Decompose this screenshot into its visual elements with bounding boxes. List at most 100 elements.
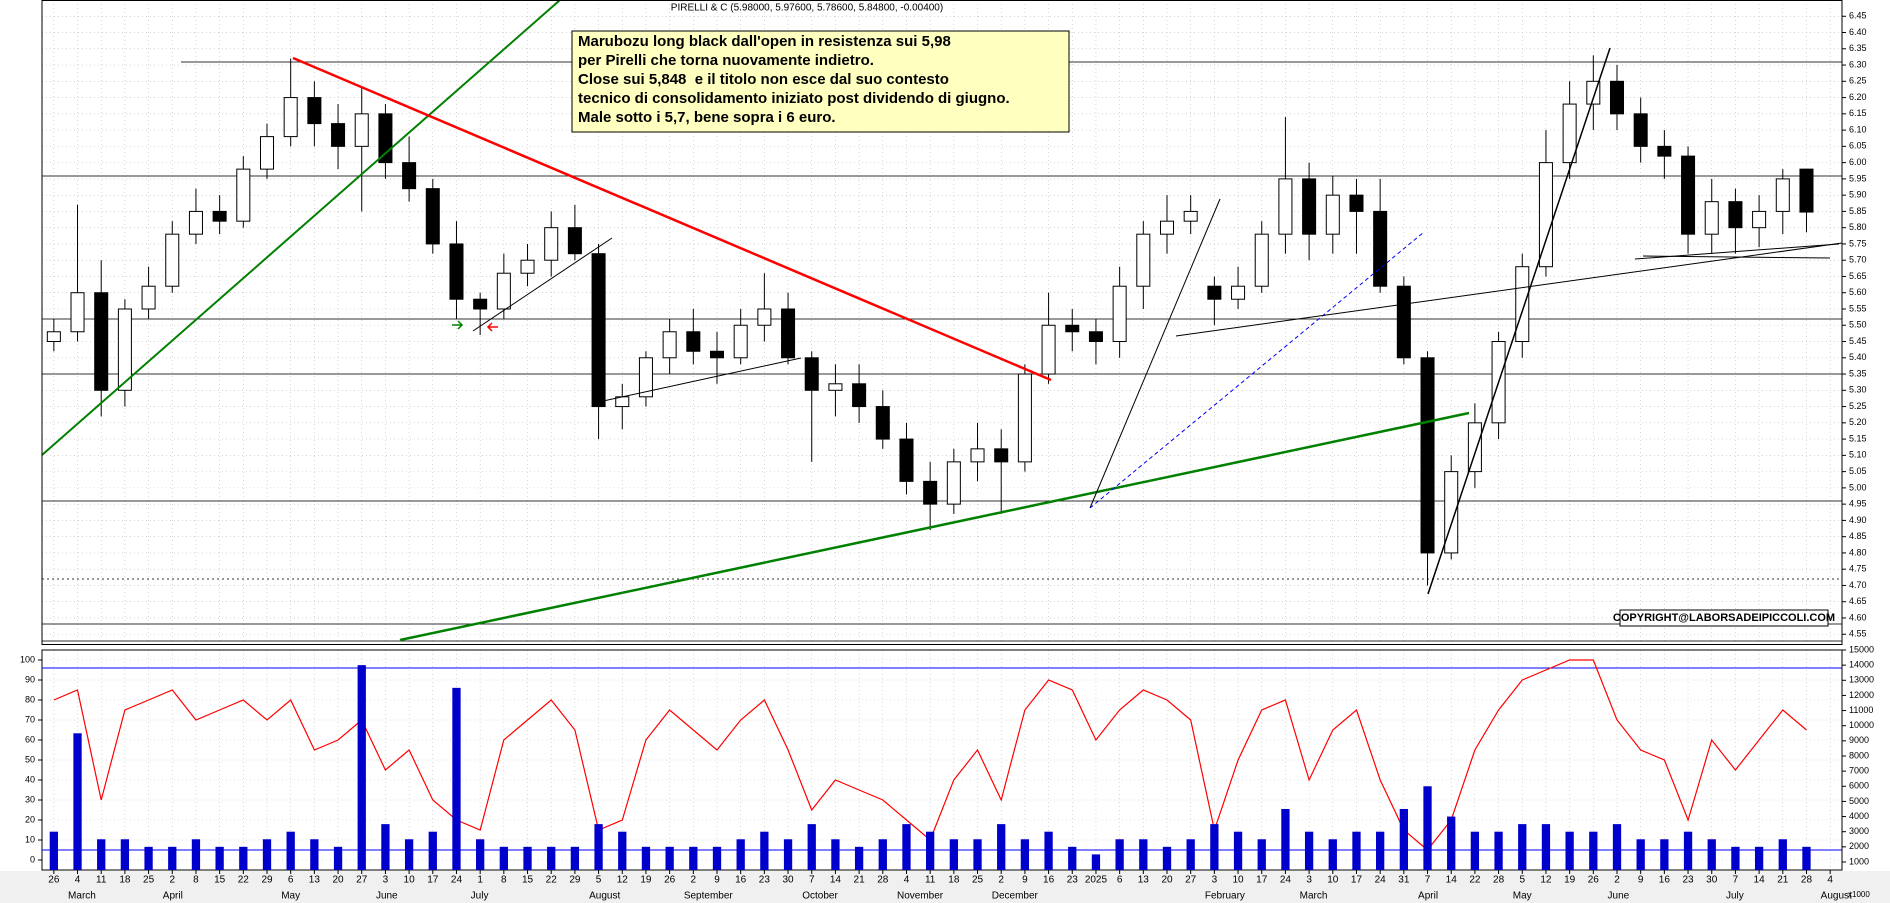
candle-body <box>1799 168 1814 213</box>
candle-body <box>1065 324 1080 333</box>
candle-body <box>1278 178 1293 235</box>
volume-bar <box>168 846 177 870</box>
x-tick-label: 7 <box>1425 875 1431 886</box>
y-tick-label: 70 <box>25 714 35 724</box>
x-tick-label: 22 <box>238 875 250 886</box>
volume-bar <box>949 839 958 870</box>
candle-body <box>591 253 606 408</box>
candle-body <box>331 123 346 147</box>
x-tick-label: 26 <box>1588 875 1600 886</box>
trend-line <box>41 0 561 456</box>
y-tick-label: 5.60 <box>1849 287 1867 297</box>
candle-body <box>496 272 511 310</box>
candle-body <box>1136 233 1151 287</box>
x-tick-label: 13 <box>1138 875 1150 886</box>
x-tick-label: 14 <box>1446 875 1458 886</box>
y2-tick-label: 13000 <box>1849 675 1874 685</box>
volume-bar <box>333 846 343 870</box>
y2-tick-label: 3000 <box>1849 826 1869 836</box>
volume-bar <box>1044 831 1053 870</box>
candle-body <box>1609 80 1625 115</box>
candle-body <box>1302 178 1317 235</box>
volume-bar <box>807 824 816 870</box>
candle-body <box>1562 103 1577 164</box>
volume-bar <box>854 846 864 870</box>
x-tick-label: 24 <box>1280 875 1292 886</box>
annotation-line: Male sotto i 5,7, bene sopra i 6 euro. <box>578 109 836 126</box>
volume-bar <box>381 824 390 870</box>
chart-title: PIRELLI & C (5.98000, 5.97600, 5.78600, … <box>671 3 943 14</box>
volume-bar <box>144 846 153 870</box>
candle-body <box>259 136 275 170</box>
candle-body <box>1017 373 1032 463</box>
arrow <box>486 322 498 332</box>
volume-bar <box>1139 839 1148 870</box>
y-tick-label: 50 <box>25 754 35 764</box>
y-tick-label: 100 <box>20 654 35 664</box>
y2-tick-label: 9000 <box>1849 735 1869 745</box>
y-tick-label: 0 <box>30 854 35 864</box>
x-tick-label: 17 <box>1256 875 1268 886</box>
trend-line <box>292 56 1052 382</box>
x-tick-label: 24 <box>451 875 463 886</box>
volume-bar <box>618 831 627 870</box>
x-tick-label: 30 <box>782 875 794 886</box>
y2-tick-label: 7000 <box>1849 766 1869 776</box>
candle-body <box>923 480 938 505</box>
volume-bar <box>665 846 674 870</box>
x-tick-label: 7 <box>809 875 815 886</box>
month-label: July <box>471 891 489 902</box>
y-tick-label: 4.60 <box>1849 612 1867 622</box>
volume-bar <box>736 839 745 870</box>
x-tick-label: 2 <box>998 875 1004 886</box>
volume-bar <box>1162 846 1172 870</box>
candle-body <box>1207 285 1222 300</box>
annotation-line: tecnico di consolidamento iniziato post … <box>578 90 1010 107</box>
volume-bar <box>1518 824 1527 870</box>
candle-body <box>804 357 819 391</box>
y-tick-label: 5.80 <box>1849 222 1867 232</box>
x-tick-label: 20 <box>332 875 344 886</box>
trend-line <box>1089 231 1425 509</box>
volume-bar <box>262 839 272 870</box>
y-tick-label: 4.75 <box>1849 564 1867 574</box>
x-tick-label: 24 <box>1375 875 1387 886</box>
candle-body <box>236 168 251 222</box>
volume-bar <box>1115 839 1124 870</box>
y-tick-label: 6.25 <box>1849 76 1867 86</box>
x-tick-label: 10 <box>1232 875 1244 886</box>
arrow <box>452 320 464 330</box>
y-tick-label: 5.20 <box>1849 417 1867 427</box>
candle-body <box>1752 210 1767 229</box>
trend-line <box>1089 198 1221 509</box>
candle-body <box>520 259 535 274</box>
volume-bar <box>1565 831 1574 870</box>
x-tick-label: 17 <box>427 875 439 886</box>
x-tick-label: 25 <box>143 875 155 886</box>
volume-bar <box>547 846 556 870</box>
y-tick-label: 6.20 <box>1849 92 1867 102</box>
candle-body <box>307 97 322 125</box>
trend-line <box>1175 242 1843 337</box>
candle-body <box>70 292 85 333</box>
candles <box>46 55 1814 586</box>
candle-body <box>354 113 369 147</box>
y-tick-label: 5.30 <box>1849 385 1867 395</box>
x-tick-label: 8 <box>501 875 507 886</box>
candle-body <box>1681 155 1696 235</box>
x-tick-label: 3 <box>383 875 389 886</box>
indicator-layer <box>49 659 1811 870</box>
volume-bar <box>1589 831 1598 870</box>
x-tick-label: 9 <box>1638 875 1644 886</box>
volume-bar <box>712 846 722 870</box>
candle-body <box>1728 201 1743 229</box>
volume-bar <box>1660 839 1669 870</box>
x-tick-label: 23 <box>759 875 771 886</box>
y2-tick-label: 6000 <box>1849 781 1869 791</box>
volume-bar <box>1802 846 1811 870</box>
candle-body <box>1373 210 1388 287</box>
volume-bar <box>1020 839 1030 870</box>
trend-line <box>593 357 802 404</box>
volume-bar <box>120 839 130 870</box>
